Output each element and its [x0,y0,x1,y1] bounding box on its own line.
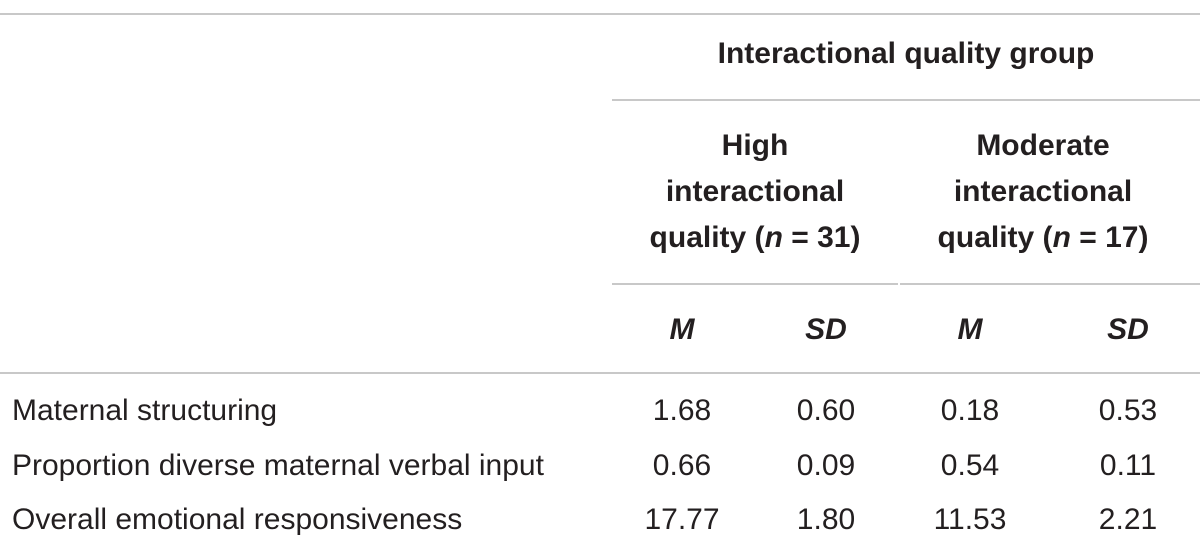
stat-header-sd: SD [805,313,847,346]
table-cell: 2.21 [1098,503,1158,536]
subgroup-header-line: Moderate [976,129,1110,162]
subgroup-header-line: interactional [953,175,1133,208]
subgroup-header-text: = 31) [782,221,861,254]
row-label: Maternal structuring [12,394,278,427]
n-symbol: n [1052,221,1071,254]
group-header-rule [612,99,1200,101]
table-cell: 0.18 [940,394,1000,427]
subgroup-header-text: = 17) [1070,221,1149,254]
top-rule [0,13,1200,15]
table-cell: 1.80 [796,503,856,536]
table-cell: 0.54 [940,449,1000,482]
table-cell: 0.66 [652,449,712,482]
subgroup-header-line: interactional [665,175,845,208]
stat-header-mean: M [669,313,695,346]
subgroup-rule-moderate [900,283,1200,285]
header-bottom-rule [0,372,1200,374]
subgroup-rule-high [612,283,898,285]
row-label: Overall emotional responsiveness [12,503,463,536]
table-cell: 0.60 [796,394,856,427]
table-cell: 0.09 [796,449,856,482]
table-cell: 17.77 [644,503,720,536]
table-cell: 0.11 [1099,449,1157,482]
n-symbol: n [764,221,783,254]
table-cell: 0.53 [1098,394,1158,427]
row-label: Proportion diverse maternal verbal input [12,449,544,482]
subgroup-header-line: High [721,129,789,162]
table-cell: 11.53 [933,503,1007,536]
subgroup-header-text: quality ( [649,221,765,254]
subgroup-header-text: quality ( [937,221,1053,254]
subgroup-header-line: quality (n = 17) [900,220,1186,256]
stat-header-sd: SD [1107,313,1149,346]
table-cell: 1.68 [652,394,712,427]
stat-header-mean: M [957,313,983,346]
subgroup-header-line: quality (n = 31) [612,220,898,256]
group-header: Interactional quality group [717,37,1095,70]
